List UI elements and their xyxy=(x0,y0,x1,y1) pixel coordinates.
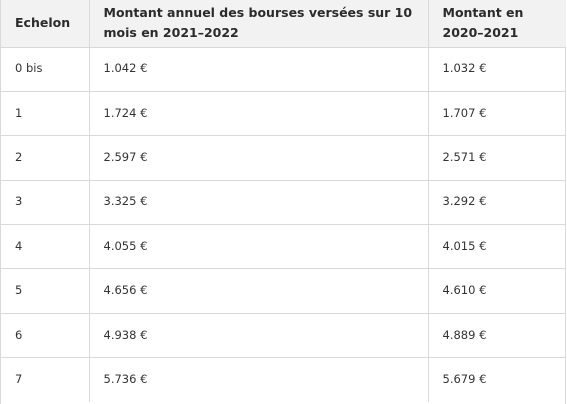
cell-amount-2020-2021: 3.292 € xyxy=(427,180,566,225)
table-row: 6 4.938 € 4.889 € xyxy=(1,313,566,358)
cell-amount-2021-2022: 2.597 € xyxy=(88,135,428,181)
cell-echelon: 3 xyxy=(15,194,23,209)
cell-amount-2021-2022: 1.042 € xyxy=(88,47,428,92)
table-row: 4 4.055 € 4.015 € xyxy=(1,224,566,269)
cell-amount-2021-2022: 5.736 € xyxy=(88,357,428,403)
cell-amount-2021-2022: 4.656 € xyxy=(88,268,428,314)
header-echelon: Echelon xyxy=(15,15,71,30)
table-row: 5 4.656 € 4.610 € xyxy=(1,268,566,314)
table-header: Echelon Montant annuel des bourses versé… xyxy=(1,0,566,47)
cell-amount-2020-2021: 2.571 € xyxy=(427,135,566,181)
cell-amount-2021-2022: 4.055 € xyxy=(88,224,428,269)
cell-echelon: 2 xyxy=(15,149,23,164)
cell-amount-2021-2022: 3.325 € xyxy=(88,180,428,225)
table-body: 0 bis 1.042 € 1.032 € 1 1.724 € 1.707 € … xyxy=(1,47,566,403)
cell-echelon: 4 xyxy=(15,238,23,253)
cell-amount-2020-2021: 4.610 € xyxy=(427,268,566,314)
cell-amount-2021-2022: 1.724 € xyxy=(88,91,428,136)
header-amount-2021-2022: Montant annuel des bourses versées sur 1… xyxy=(88,0,428,47)
table-row: 3 3.325 € 3.292 € xyxy=(1,180,566,225)
cell-echelon: 6 xyxy=(15,327,23,342)
cell-amount-2020-2021: 1.707 € xyxy=(427,91,566,136)
table-row: 0 bis 1.042 € 1.032 € xyxy=(1,47,566,92)
header-row: Echelon Montant annuel des bourses versé… xyxy=(1,0,566,47)
cell-amount-2020-2021: 5.679 € xyxy=(427,357,566,403)
cell-amount-2020-2021: 1.032 € xyxy=(427,47,566,92)
header-amount-2020-2021: Montant en 2020–2021 xyxy=(427,0,566,47)
cell-echelon: 1 xyxy=(15,105,23,120)
table-row: 1 1.724 € 1.707 € xyxy=(1,91,566,136)
cell-echelon: 7 xyxy=(15,372,23,387)
cell-amount-2021-2022: 4.938 € xyxy=(88,313,428,358)
table-row: 7 5.736 € 5.679 € xyxy=(1,357,566,403)
cell-amount-2020-2021: 4.015 € xyxy=(427,224,566,269)
cell-amount-2020-2021: 4.889 € xyxy=(427,313,566,358)
cell-echelon: 0 bis xyxy=(15,61,43,76)
table-row: 2 2.597 € 2.571 € xyxy=(1,135,566,181)
cell-echelon: 5 xyxy=(15,283,23,298)
